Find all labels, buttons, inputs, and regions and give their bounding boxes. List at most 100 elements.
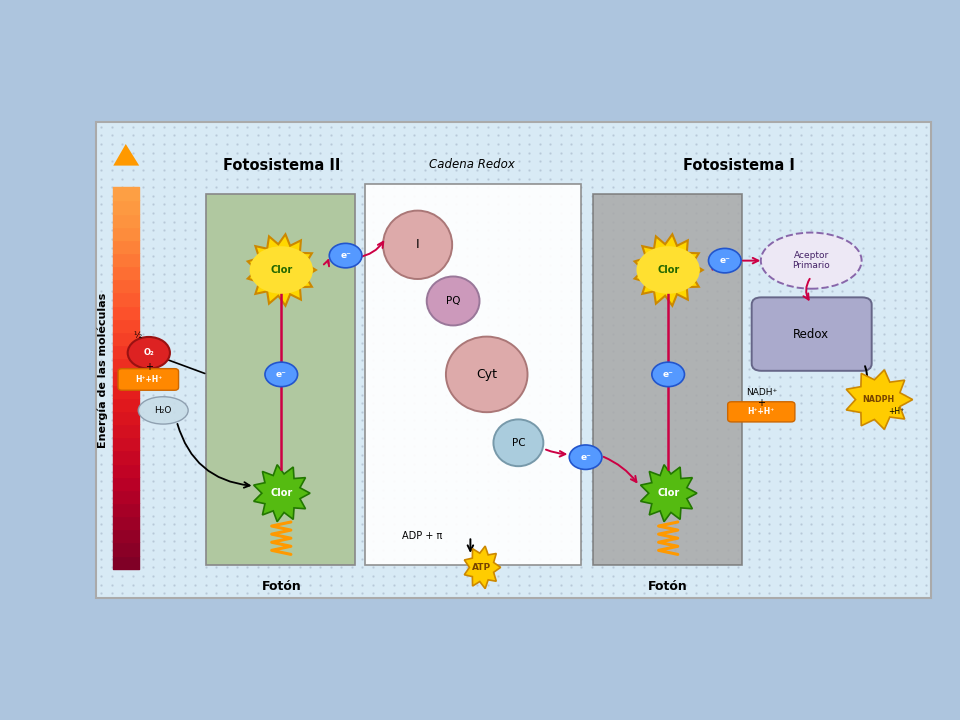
- Point: [804, 346, 819, 357]
- Point: [281, 363, 297, 374]
- Point: [521, 216, 537, 228]
- Point: [855, 475, 871, 487]
- Point: [761, 562, 777, 573]
- Point: [302, 389, 318, 400]
- Point: [919, 467, 934, 478]
- Point: [365, 233, 380, 245]
- Point: [480, 363, 495, 374]
- Point: [219, 518, 234, 530]
- Point: [688, 458, 704, 469]
- Point: [469, 423, 485, 435]
- Point: [324, 372, 339, 383]
- Point: [354, 320, 370, 331]
- Point: [835, 432, 851, 444]
- Point: [720, 354, 735, 366]
- Text: H₂O: H₂O: [155, 406, 172, 415]
- Point: [741, 544, 756, 556]
- Point: [720, 432, 735, 444]
- Point: [135, 259, 151, 271]
- Point: [93, 225, 108, 236]
- Point: [804, 363, 819, 374]
- Point: [448, 423, 464, 435]
- Point: [814, 492, 829, 504]
- Point: [752, 268, 767, 279]
- Point: [731, 389, 746, 400]
- Point: [324, 397, 339, 409]
- Point: [636, 579, 652, 590]
- Point: [501, 138, 516, 150]
- Point: [459, 276, 474, 288]
- Point: [835, 380, 851, 392]
- Point: [688, 251, 704, 262]
- Point: [114, 268, 130, 279]
- Point: [501, 233, 516, 245]
- Point: [281, 536, 297, 547]
- Point: [187, 207, 203, 219]
- Point: [699, 570, 714, 582]
- Point: [375, 147, 391, 158]
- Point: [626, 346, 641, 357]
- Point: [407, 354, 422, 366]
- Point: [407, 380, 422, 392]
- Point: [491, 130, 506, 141]
- Point: [668, 346, 684, 357]
- Point: [313, 397, 328, 409]
- Point: [741, 130, 756, 141]
- Point: [459, 302, 474, 314]
- Point: [334, 285, 349, 297]
- Point: [731, 233, 746, 245]
- Point: [532, 449, 547, 461]
- Point: [386, 181, 401, 193]
- Point: [542, 190, 558, 202]
- Circle shape: [128, 337, 170, 369]
- Point: [480, 216, 495, 228]
- Point: [219, 588, 234, 599]
- Point: [876, 458, 892, 469]
- Point: [104, 518, 119, 530]
- Point: [271, 492, 286, 504]
- Point: [187, 544, 203, 556]
- Point: [553, 354, 568, 366]
- Point: [198, 173, 213, 184]
- Point: [491, 147, 506, 158]
- Point: [324, 311, 339, 323]
- Point: [334, 527, 349, 539]
- Point: [658, 156, 673, 167]
- Point: [177, 441, 192, 452]
- Point: [626, 562, 641, 573]
- Point: [866, 337, 881, 348]
- Point: [219, 492, 234, 504]
- Point: [386, 475, 401, 487]
- Point: [585, 380, 600, 392]
- Point: [459, 130, 474, 141]
- Point: [354, 138, 370, 150]
- Point: [302, 510, 318, 521]
- Point: [793, 251, 808, 262]
- Point: [260, 536, 276, 547]
- Point: [313, 328, 328, 340]
- Point: [678, 510, 693, 521]
- Point: [772, 294, 787, 305]
- Point: [104, 216, 119, 228]
- Point: [229, 121, 245, 132]
- Point: [761, 207, 777, 219]
- Point: [532, 199, 547, 210]
- Point: [658, 225, 673, 236]
- Point: [448, 233, 464, 245]
- Point: [313, 415, 328, 426]
- Point: [156, 372, 172, 383]
- Point: [418, 199, 433, 210]
- Point: [344, 527, 359, 539]
- Point: [418, 449, 433, 461]
- Point: [668, 588, 684, 599]
- Point: [324, 181, 339, 193]
- Point: [876, 181, 892, 193]
- Point: [585, 467, 600, 478]
- Point: [135, 467, 151, 478]
- Point: [281, 294, 297, 305]
- Point: [229, 484, 245, 495]
- Point: [720, 441, 735, 452]
- Point: [281, 544, 297, 556]
- Point: [845, 251, 860, 262]
- Point: [208, 156, 224, 167]
